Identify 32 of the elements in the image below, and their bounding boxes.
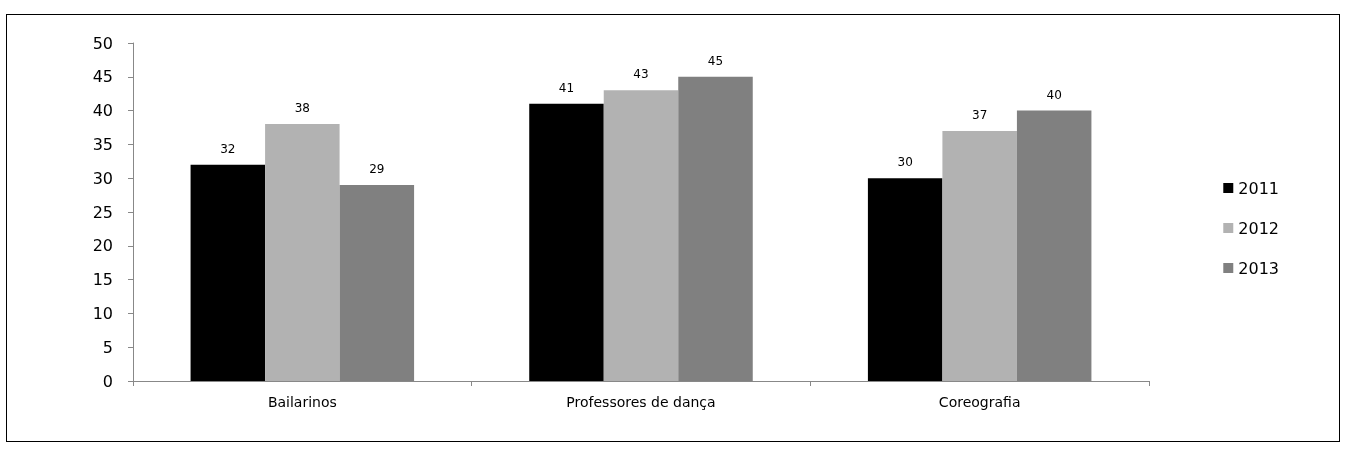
x-tick-label: Coreografia	[938, 394, 1021, 410]
y-tick-label: 30	[92, 168, 113, 188]
bar	[867, 178, 943, 381]
legend-label: 2013	[1238, 258, 1279, 278]
y-tick-label: 20	[92, 236, 113, 256]
bar	[603, 90, 679, 381]
legend-label: 2012	[1238, 218, 1279, 238]
data-label: 37	[972, 107, 988, 122]
bar	[265, 124, 340, 381]
data-label: 30	[897, 155, 913, 170]
bar	[942, 130, 1017, 381]
legend-label: 2011	[1238, 178, 1279, 198]
data-label: 41	[558, 80, 575, 95]
y-tick-label: 50	[92, 33, 113, 53]
y-tick-label: 0	[102, 371, 113, 391]
y-tick-label: 35	[92, 134, 113, 154]
y-tick-label: 5	[102, 337, 113, 357]
x-tick-label: Bailarinos	[267, 394, 337, 410]
y-tick-label: 40	[92, 101, 113, 121]
data-label: 32	[220, 141, 236, 156]
y-tick-label: 25	[92, 202, 113, 222]
bar	[529, 103, 604, 381]
data-label: 43	[633, 67, 649, 82]
data-label: 40	[1046, 87, 1062, 102]
y-tick-label: 15	[92, 270, 113, 290]
data-label: 38	[294, 101, 310, 116]
x-tick-label: Professores de dança	[566, 394, 716, 410]
y-tick-label: 45	[92, 67, 113, 87]
data-label: 45	[707, 53, 724, 68]
data-label: 29	[369, 161, 385, 176]
y-tick-label: 10	[92, 303, 113, 323]
bar	[190, 164, 266, 381]
